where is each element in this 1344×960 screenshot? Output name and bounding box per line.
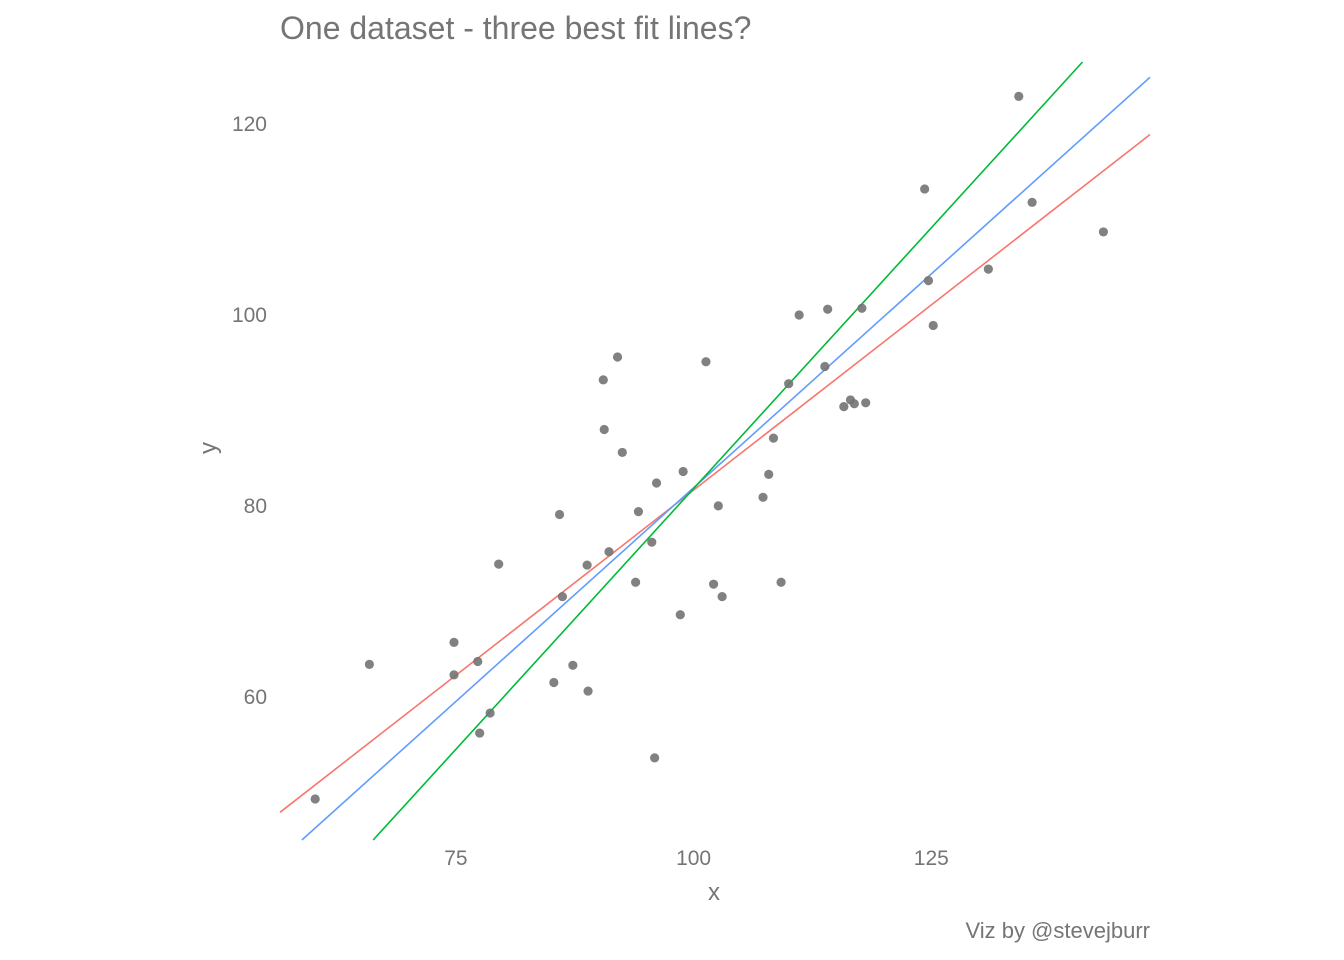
data-point	[717, 591, 727, 602]
data-point	[473, 656, 483, 667]
data-points	[310, 91, 1109, 804]
data-point	[713, 501, 723, 511]
y-axis-ticks: 60 80 100 120	[232, 113, 267, 709]
data-point	[708, 579, 719, 589]
data-point	[920, 184, 930, 194]
data-point	[701, 357, 711, 367]
fit-line-3	[372, 61, 1084, 841]
data-point	[599, 424, 609, 435]
data-point	[633, 507, 644, 517]
data-point	[449, 637, 459, 647]
data-point	[631, 577, 641, 587]
data-point	[861, 398, 871, 408]
data-point	[582, 560, 592, 570]
data-point	[794, 310, 804, 320]
data-point	[784, 379, 794, 389]
y-tick-label: 80	[244, 495, 267, 518]
data-point	[1014, 91, 1024, 101]
y-tick-label: 60	[244, 686, 267, 709]
x-tick-label: 125	[914, 847, 949, 870]
data-point	[857, 303, 867, 313]
data-point	[675, 610, 685, 620]
data-point	[678, 466, 688, 477]
data-point	[651, 478, 662, 488]
fit-line-1	[279, 133, 1151, 813]
data-point	[776, 577, 786, 587]
fit-lines	[279, 61, 1151, 841]
fit-line-2	[301, 76, 1151, 841]
data-point	[923, 276, 934, 286]
data-point	[485, 708, 495, 718]
chart-title: One dataset - three best fit lines?	[280, 10, 752, 46]
y-tick-label: 120	[232, 113, 267, 136]
data-point	[983, 264, 993, 274]
data-point	[647, 537, 657, 547]
data-point	[764, 469, 774, 479]
data-point	[310, 794, 320, 804]
data-point	[494, 559, 504, 569]
data-point	[364, 659, 374, 669]
data-point	[1027, 197, 1037, 207]
data-point	[839, 402, 849, 412]
data-point	[612, 352, 623, 362]
data-point	[604, 547, 614, 557]
x-axis-ticks: 75 100 125	[444, 847, 949, 870]
data-point	[928, 320, 938, 331]
x-tick-label: 75	[444, 847, 467, 870]
data-point	[583, 686, 593, 696]
data-point	[758, 492, 768, 502]
data-point	[820, 361, 830, 372]
y-axis-title: y	[195, 442, 222, 454]
data-point	[768, 433, 779, 443]
caption: Viz by @stevejburr	[965, 918, 1150, 943]
data-point	[554, 509, 565, 520]
data-point	[549, 677, 559, 688]
data-point	[598, 375, 608, 385]
data-point	[568, 660, 578, 670]
data-point	[449, 670, 459, 680]
data-point	[557, 591, 567, 602]
data-point	[617, 447, 627, 458]
data-point	[475, 728, 485, 738]
data-point	[650, 753, 660, 763]
y-tick-label: 100	[232, 304, 267, 327]
data-point	[849, 399, 859, 409]
data-point	[823, 304, 833, 314]
data-point	[1098, 227, 1109, 237]
x-tick-label: 100	[676, 847, 711, 870]
x-axis-title: x	[708, 879, 720, 906]
